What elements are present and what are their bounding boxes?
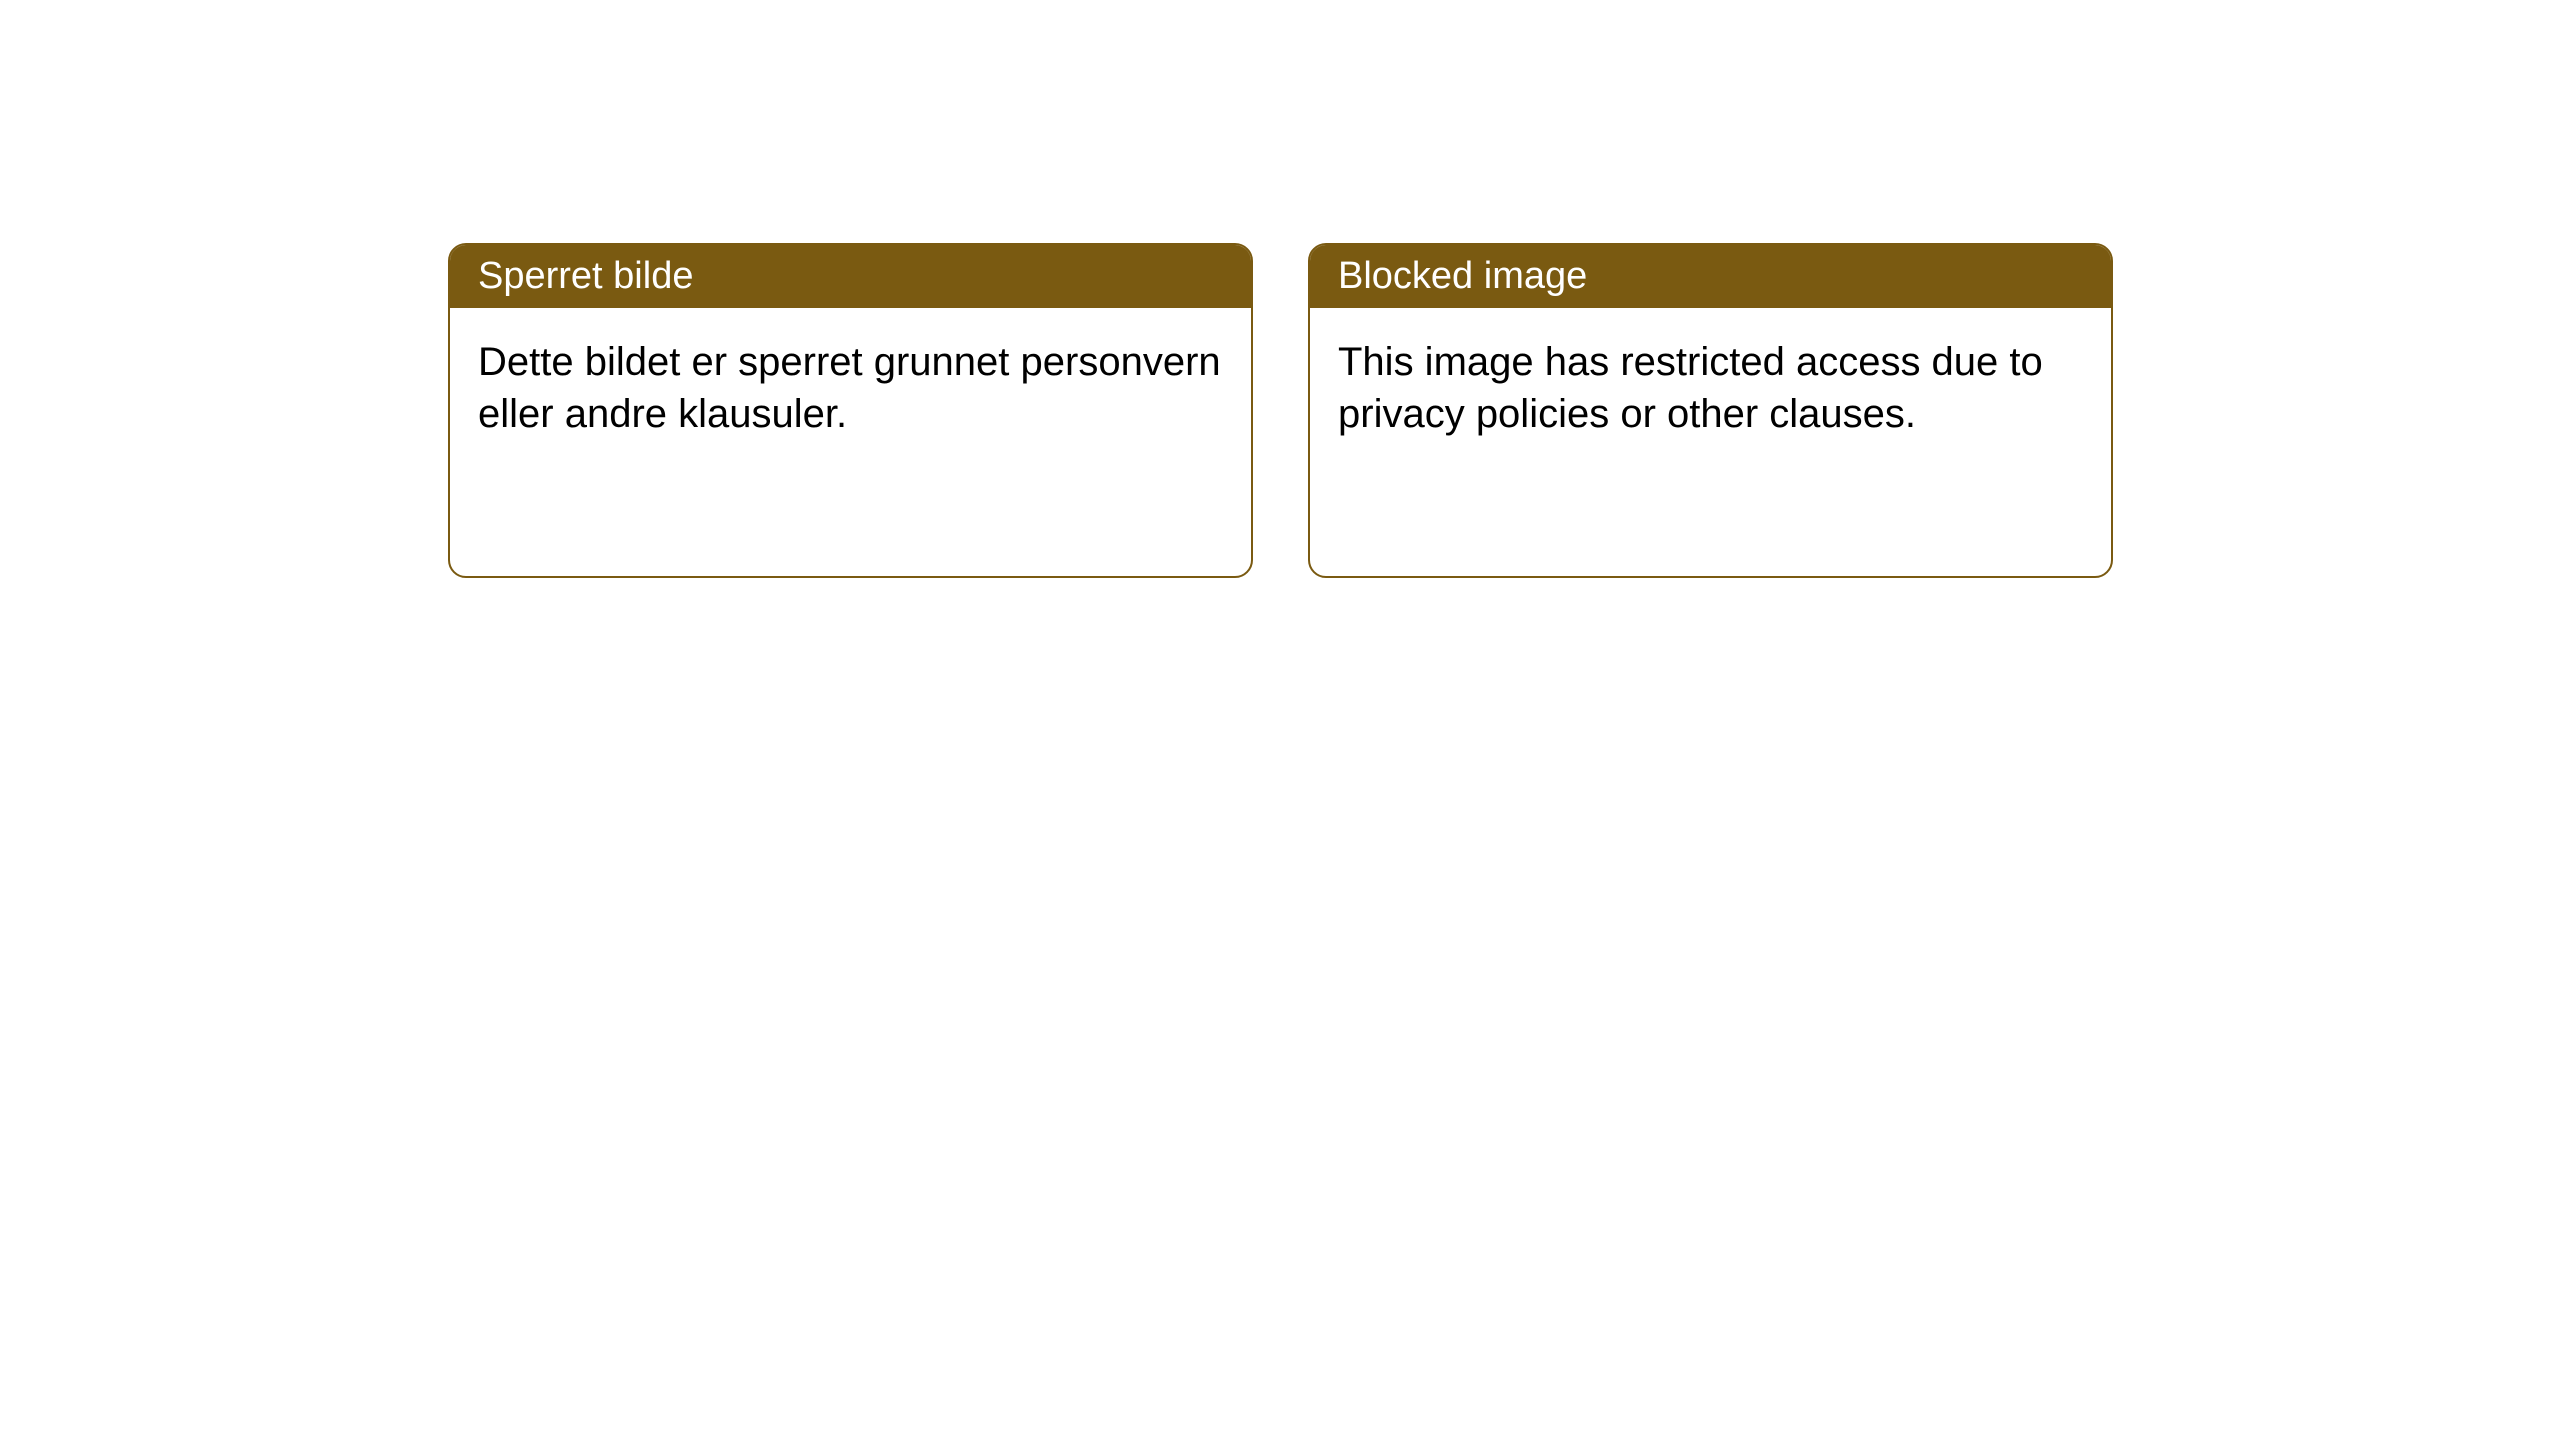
notice-container: Sperret bilde Dette bildet er sperret gr… <box>0 0 2560 578</box>
notice-header: Blocked image <box>1310 245 2111 308</box>
notice-body: This image has restricted access due to … <box>1310 308 2111 468</box>
notice-body: Dette bildet er sperret grunnet personve… <box>450 308 1251 468</box>
notice-header: Sperret bilde <box>450 245 1251 308</box>
notice-title: Blocked image <box>1338 255 1587 297</box>
notice-title: Sperret bilde <box>478 255 693 297</box>
notice-body-text: Dette bildet er sperret grunnet personve… <box>478 340 1221 436</box>
notice-card-norwegian: Sperret bilde Dette bildet er sperret gr… <box>448 243 1253 578</box>
notice-card-english: Blocked image This image has restricted … <box>1308 243 2113 578</box>
notice-body-text: This image has restricted access due to … <box>1338 340 2043 436</box>
